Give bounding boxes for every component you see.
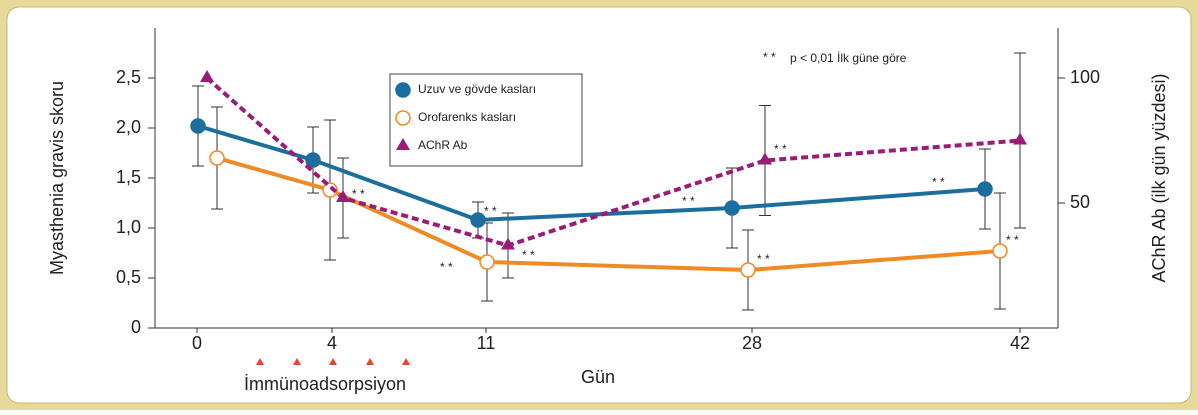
significance-note: p < 0,01 İlk güne göre xyxy=(790,51,907,65)
legend xyxy=(389,73,583,167)
legend-label: Uzuv ve gövde kasları xyxy=(418,82,536,96)
y-tick-label: 0,5 xyxy=(116,267,141,287)
legend-label: Orofarenks kasları xyxy=(418,110,516,124)
point xyxy=(322,182,338,198)
significance-star: * * xyxy=(352,187,365,201)
treatment-marker xyxy=(256,358,264,365)
point xyxy=(200,70,214,82)
y-tick-label: 2,5 xyxy=(116,67,141,87)
y-tick-label: 1,5 xyxy=(116,167,141,187)
significance-star: * * xyxy=(932,175,945,189)
x-tick-label: 0 xyxy=(192,333,202,353)
significance-star: * * xyxy=(757,252,770,266)
point xyxy=(479,254,495,270)
y-tick-label: 1,0 xyxy=(116,217,141,237)
treatment-marker xyxy=(402,358,410,365)
point xyxy=(395,82,411,98)
x-axis-label: Gün xyxy=(581,367,615,387)
point xyxy=(724,200,740,216)
point xyxy=(190,118,206,134)
panel xyxy=(6,6,1192,404)
point xyxy=(758,152,772,165)
treatment-marker xyxy=(366,358,374,365)
x-tick-label: 11 xyxy=(477,333,496,353)
point xyxy=(992,243,1008,259)
significance-star: * * xyxy=(682,194,695,208)
x-tick-label: 28 xyxy=(742,333,762,353)
significance-star: * * xyxy=(774,142,787,156)
point xyxy=(209,150,225,166)
point xyxy=(977,181,993,197)
treatment-marker xyxy=(329,358,337,365)
y-axis-label: Myasthenia gravis skoru xyxy=(47,81,67,275)
significance-star: * * xyxy=(484,204,497,218)
point xyxy=(395,110,411,126)
significance-star: * * xyxy=(763,50,776,64)
point xyxy=(305,152,321,168)
y2-tick-label: 50 xyxy=(1070,192,1090,212)
significance-star: * * xyxy=(522,248,535,262)
legend-label: AChR Ab xyxy=(418,138,468,152)
point xyxy=(336,190,350,202)
treatment-label: İmmünoadsorpsiyon xyxy=(244,374,406,394)
y2-tick-label: 100 xyxy=(1070,67,1100,87)
point xyxy=(1013,132,1027,145)
y2-axis-label: AChR Ab (ilk gün yüzdesi) xyxy=(1149,73,1169,282)
point xyxy=(740,262,756,278)
treatment-marker xyxy=(293,358,301,365)
y-tick-label: 2,0 xyxy=(116,117,141,137)
significance-star: * * xyxy=(1006,233,1019,247)
significance-star: * * xyxy=(440,260,453,274)
x-tick-label: 4 xyxy=(327,333,337,353)
point xyxy=(470,212,486,228)
x-tick-label: 42 xyxy=(1010,333,1030,353)
y-tick-label: 0 xyxy=(131,317,141,337)
point xyxy=(501,237,515,250)
point xyxy=(396,138,410,150)
